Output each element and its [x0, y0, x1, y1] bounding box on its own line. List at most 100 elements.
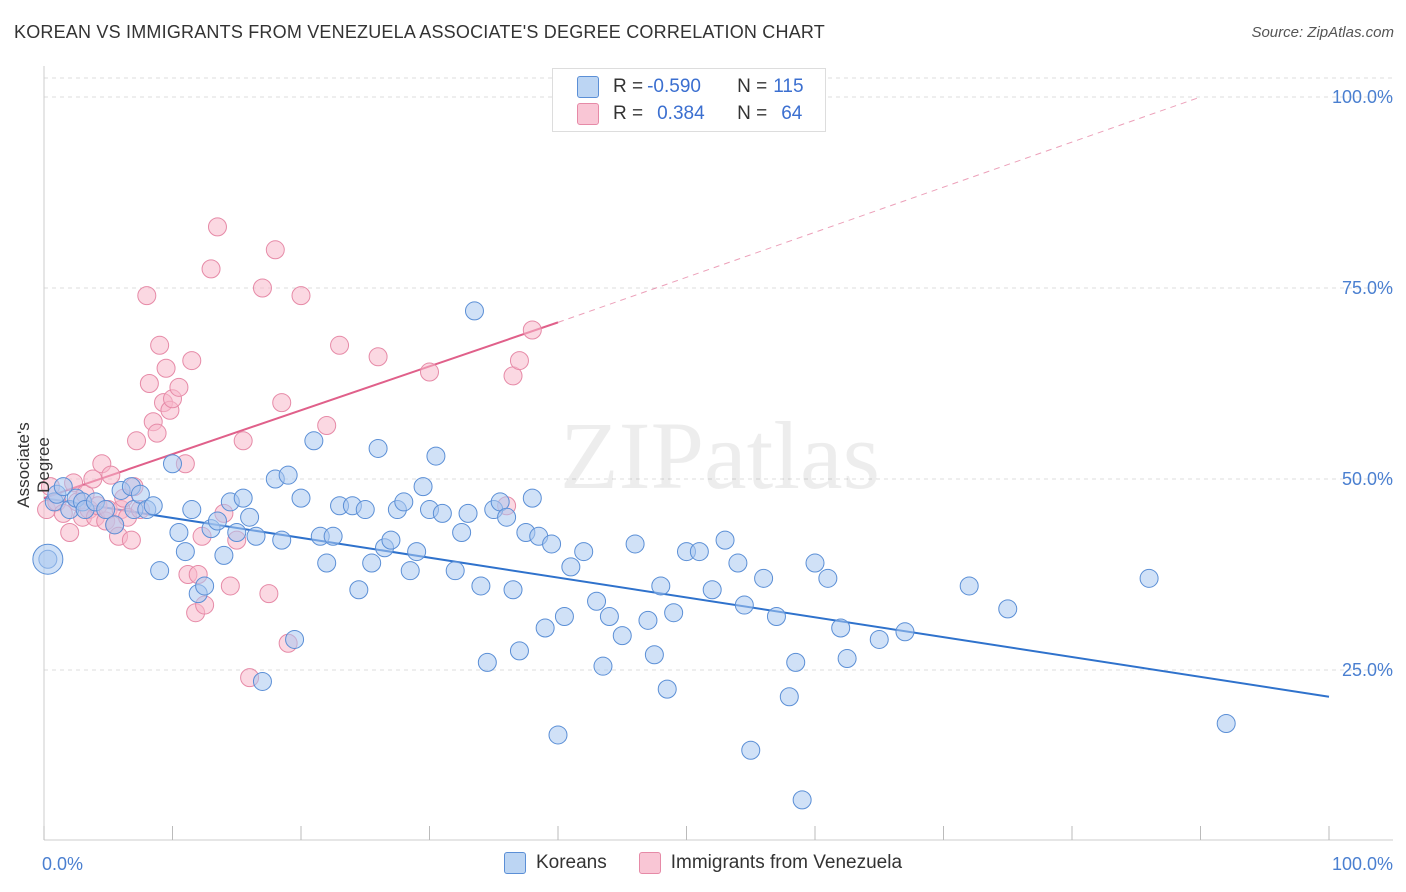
venezuela-point	[233, 431, 253, 451]
korean-point	[452, 522, 472, 542]
venezuela-point	[83, 469, 103, 489]
venezuela-point	[368, 347, 388, 367]
venezuela-point	[220, 576, 240, 596]
korean-point	[786, 652, 806, 672]
korean-point	[779, 687, 799, 707]
korean-point	[368, 438, 388, 458]
korean-point	[689, 542, 709, 562]
korean-point	[1216, 713, 1236, 733]
korean-point	[214, 545, 234, 565]
stats-r-label: R =	[613, 103, 644, 124]
korean-point	[644, 645, 664, 665]
chart-title: KOREAN VS IMMIGRANTS FROM VENEZUELA ASSO…	[14, 22, 825, 42]
stats-swatch-venezuela	[577, 103, 599, 125]
venezuela-point	[137, 286, 157, 306]
korean-point	[169, 522, 189, 542]
korean-point	[464, 301, 484, 321]
venezuela-trend-line	[43, 321, 559, 500]
venezuela-point	[252, 278, 272, 298]
korean-point	[413, 477, 433, 497]
venezuela-point	[150, 335, 170, 355]
legend-label-venezuela: Immigrants from Venezuela	[670, 852, 903, 873]
venezuela-point	[317, 416, 337, 436]
korean-point	[561, 557, 581, 577]
korean-point	[400, 561, 420, 581]
korean-point	[509, 641, 529, 661]
venezuela-point	[272, 393, 292, 413]
korean-point	[542, 534, 562, 554]
tick-labels: 25.0% 50.0% 75.0% 100.0% 0.0% 100.0%	[42, 87, 1393, 874]
x-tick-label: 0.0%	[42, 854, 83, 874]
y-tick-label: 75.0%	[1342, 278, 1393, 298]
korean-point	[182, 500, 202, 520]
venezuela-point	[147, 423, 167, 443]
korean-point	[246, 526, 266, 546]
korean-point	[175, 542, 195, 562]
korean-point	[96, 500, 116, 520]
venezuela-point	[522, 320, 542, 340]
korean-point	[362, 553, 382, 573]
legend: Koreans Immigrants from Venezuela	[0, 852, 1406, 874]
data-points	[32, 217, 1236, 810]
korean-point	[503, 580, 523, 600]
legend-item-venezuela[interactable]: Immigrants from Venezuela	[638, 852, 903, 874]
korean-point	[240, 507, 260, 527]
korean-point	[805, 553, 825, 573]
stats-n-value: 64	[781, 103, 803, 124]
venezuela-point	[139, 374, 159, 393]
korean-point	[766, 607, 786, 627]
korean-point	[895, 622, 915, 642]
korean-point	[548, 725, 568, 745]
korean-point	[477, 652, 497, 672]
legend-label-koreans: Koreans	[535, 852, 607, 873]
stats-r-label: R =	[613, 76, 644, 97]
watermark: ZIPatlas	[560, 402, 880, 509]
y-tick-label: 25.0%	[1342, 660, 1393, 680]
korean-point	[625, 534, 645, 554]
stats-r-value: 0.384	[657, 103, 705, 124]
stats-row-venezuela: R = 0.384 N = 64	[577, 101, 802, 127]
stats-r-value: -0.590	[647, 76, 701, 97]
korean-point	[355, 500, 375, 520]
stats-n-value: 115	[773, 76, 804, 97]
korean-point	[407, 542, 427, 562]
korean-point	[959, 576, 979, 596]
korean-point	[150, 561, 170, 581]
venezuela-point	[330, 335, 350, 355]
korean-point	[394, 492, 414, 512]
venezuela-point	[127, 431, 147, 451]
korean-point	[593, 656, 613, 676]
korean-point	[143, 496, 163, 516]
legend-swatch-venezuela	[638, 852, 661, 874]
venezuela-point	[201, 259, 221, 279]
korean-point	[535, 618, 555, 638]
chart-source: Source: ZipAtlas.com	[1251, 24, 1394, 41]
korean-point	[612, 626, 632, 646]
venezuela-point	[259, 584, 279, 604]
korean-point	[734, 595, 754, 615]
venezuela-point	[169, 377, 189, 397]
venezuela-point	[156, 358, 176, 378]
venezuela-trend-extension	[557, 96, 1201, 323]
y-tick-label: 100.0%	[1332, 87, 1393, 107]
korean-point	[754, 568, 774, 588]
korean-point	[432, 503, 452, 523]
korean-point	[323, 526, 343, 546]
stats-box: R = -0.590 N = 115 R = 0.384 N = 64	[552, 68, 826, 132]
venezuela-point	[121, 530, 141, 550]
korean-point	[207, 511, 227, 531]
korean-point	[1139, 568, 1159, 588]
venezuela-point	[101, 465, 121, 485]
venezuela-point	[291, 286, 311, 306]
venezuela-point	[60, 522, 80, 542]
korean-point	[291, 488, 311, 508]
korean-point	[702, 580, 722, 600]
legend-item-koreans[interactable]: Koreans	[503, 852, 607, 874]
korean-point	[349, 580, 369, 600]
korean-point	[664, 603, 684, 623]
y-tick-label: 50.0%	[1342, 469, 1393, 489]
venezuela-point	[265, 240, 285, 260]
korean-point	[837, 649, 857, 669]
korean-point	[252, 671, 272, 691]
